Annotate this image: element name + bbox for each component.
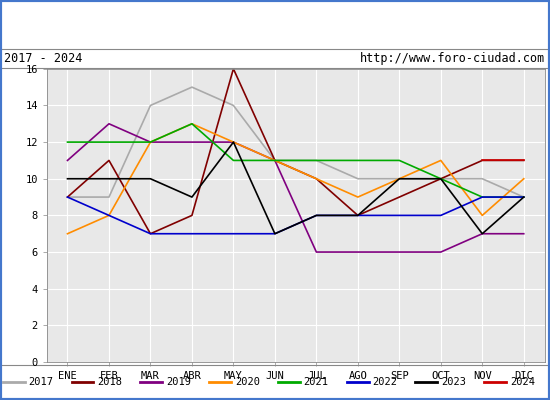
Text: Evolucion del paro registrado en Escurial de la Sierra: Evolucion del paro registrado en Escuria… [81,18,469,32]
Text: 2021: 2021 [304,378,328,387]
Text: 2020: 2020 [235,378,260,387]
Text: 2022: 2022 [372,378,397,387]
Text: 2024: 2024 [510,378,535,387]
Text: 2018: 2018 [97,378,122,387]
Text: http://www.foro-ciudad.com: http://www.foro-ciudad.com [360,52,546,65]
Text: 2017: 2017 [29,378,53,387]
Text: 2017 - 2024: 2017 - 2024 [4,52,83,65]
Text: 2019: 2019 [166,378,191,387]
Text: 2023: 2023 [441,378,466,387]
